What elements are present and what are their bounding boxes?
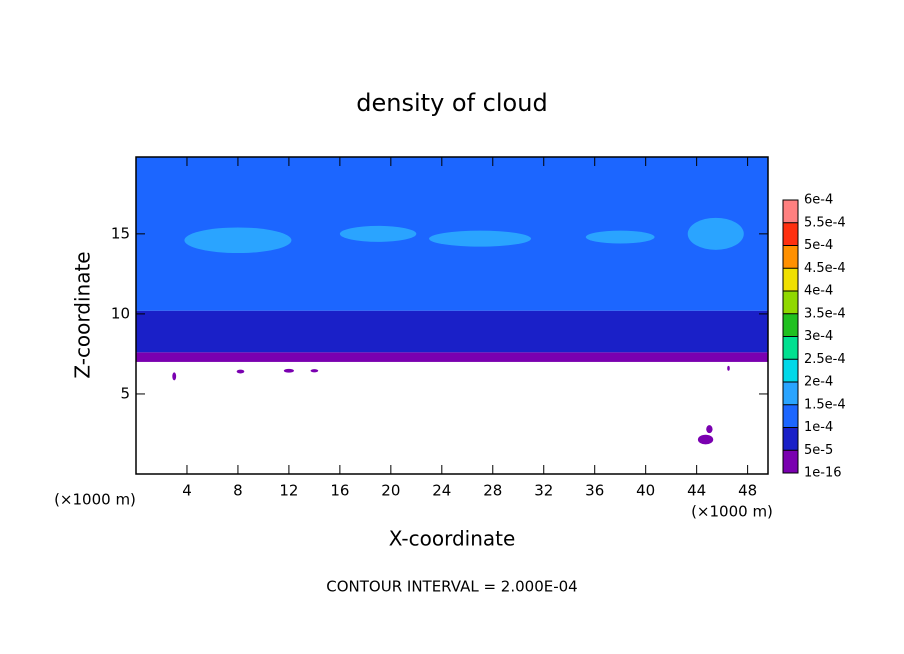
y-tick-label: 15 <box>111 224 130 242</box>
colorbar-segment <box>783 222 798 246</box>
colorbar-label: 6e-4 <box>804 193 833 208</box>
x-tick-label: 4 <box>182 482 192 500</box>
contour-patch <box>429 230 531 247</box>
colorbar-label: 5.5e-4 <box>804 215 846 230</box>
x-tick-label: 32 <box>534 482 553 500</box>
colorbar-segment <box>783 382 798 405</box>
x-tick-label: 20 <box>381 482 400 500</box>
x-unit: (×1000 m) <box>691 503 773 521</box>
contour-patch <box>184 227 292 254</box>
x-tick-label: 16 <box>330 482 349 500</box>
colorbar-segment <box>783 268 798 291</box>
colorbar-label: 4e-4 <box>804 284 833 299</box>
contour-field <box>136 157 768 445</box>
x-tick-label: 44 <box>687 482 706 500</box>
contour-patch <box>687 217 744 250</box>
contour-patch <box>706 425 713 434</box>
colorbar-segment <box>783 427 798 451</box>
colorbar-label: 4.5e-4 <box>804 261 846 276</box>
x-tick-label: 28 <box>483 482 502 500</box>
contour-patch <box>172 372 177 381</box>
contour-patch <box>727 365 730 371</box>
colorbar-segment <box>783 404 798 428</box>
x-axis-label: X-coordinate <box>389 527 516 551</box>
contour-patch <box>697 434 714 445</box>
colorbar-label: 2.5e-4 <box>804 352 846 367</box>
colorbar-segment <box>783 200 798 223</box>
x-tick-label: 12 <box>279 482 298 500</box>
contour-patch <box>585 230 655 244</box>
plot-frame <box>135 156 769 475</box>
x-tick-label: 8 <box>233 482 243 500</box>
y-tick-label: 10 <box>111 304 130 322</box>
colorbar-label: 2e-4 <box>804 375 833 390</box>
colorbar-label: 1e-16 <box>804 466 842 481</box>
colorbar-label: 3e-4 <box>804 329 833 344</box>
contour-patch <box>310 369 319 373</box>
colorbar-segment <box>783 245 798 269</box>
y-tick-label: 5 <box>120 384 130 402</box>
contour-patch <box>236 369 245 374</box>
colorbar-segment <box>783 291 798 314</box>
contour-note: CONTOUR INTERVAL = 2.000E-04 <box>326 578 577 596</box>
colorbar-segment <box>783 313 798 337</box>
x-tick-label: 24 <box>432 482 451 500</box>
y-unit: (×1000 m) <box>54 491 136 509</box>
contour-patch <box>339 225 417 242</box>
contour-layer <box>136 310 768 353</box>
x-tick-label: 40 <box>636 482 655 500</box>
colorbar-label: 1.5e-4 <box>804 397 846 412</box>
y-axis-label: Z-coordinate <box>71 251 95 378</box>
colorbar-label: 5e-4 <box>804 238 833 253</box>
chart-title: density of cloud <box>356 89 547 117</box>
colorbar-label: 3.5e-4 <box>804 306 846 321</box>
colorbar-label: 1e-4 <box>804 420 833 435</box>
contour-patch <box>283 368 294 373</box>
x-tick-label: 48 <box>738 482 757 500</box>
colorbar-segment <box>783 359 798 382</box>
colorbar-segment <box>783 336 798 360</box>
colorbar-segment <box>783 450 798 473</box>
colorbar-label: 5e-5 <box>804 443 833 458</box>
x-tick-label: 36 <box>585 482 604 500</box>
contour-layer <box>136 352 768 362</box>
